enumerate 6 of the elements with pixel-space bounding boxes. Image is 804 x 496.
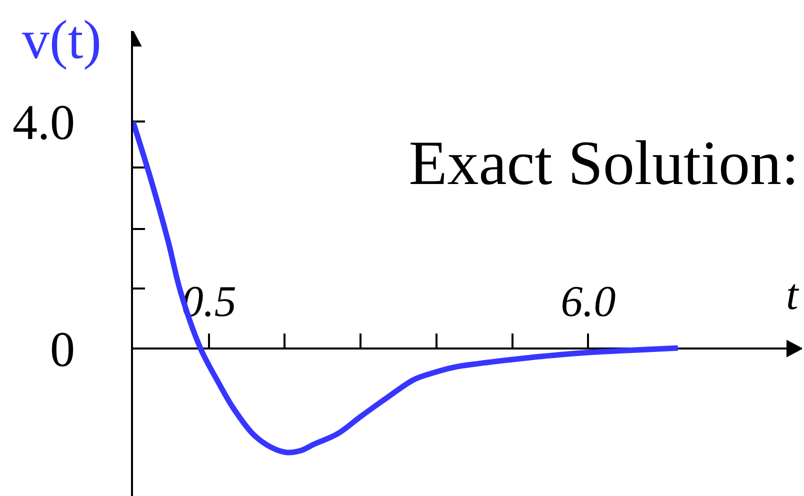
text: Exact Solution:: [408, 128, 799, 198]
x-tick-label: 6.0: [560, 276, 616, 326]
y-axis-title: v(t): [22, 9, 102, 70]
x-axis-title: t: [786, 270, 800, 319]
y-tick-label: 0: [50, 321, 75, 378]
y-tick-label: 4.0: [12, 94, 75, 150]
